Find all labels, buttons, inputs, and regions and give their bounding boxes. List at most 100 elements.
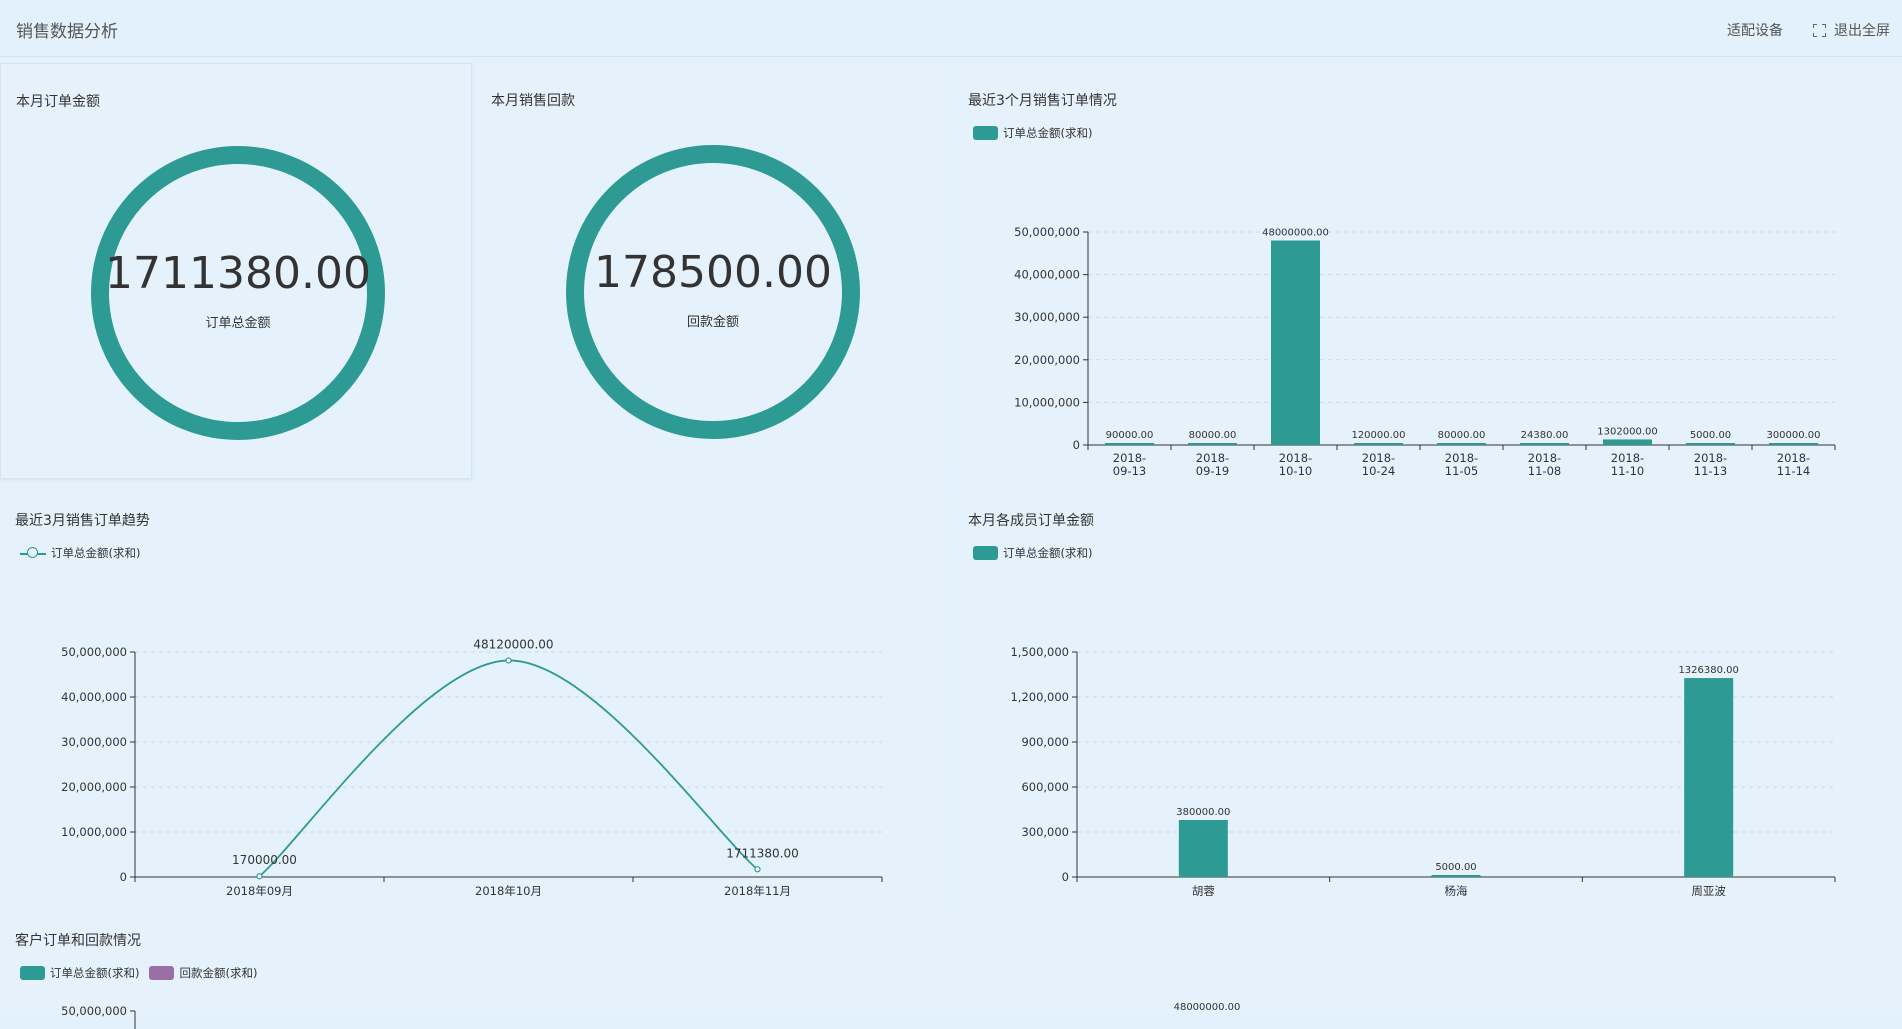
payment-title: 本月销售回款	[491, 93, 575, 109]
order-amount-ring: 1711380.00 订单总金额	[90, 145, 386, 441]
exit-fullscreen-button[interactable]: 退出全屏	[1813, 20, 1890, 40]
y-tick-label: 1,500,000	[1010, 645, 1069, 659]
y-tick-label: 40,000,000	[61, 690, 127, 704]
bar-value-label: 5000.00	[1690, 430, 1731, 441]
x-tick-label: 2018年10月	[475, 884, 542, 896]
bar	[1684, 678, 1734, 877]
orders-3m-legend[interactable]: 订单总金额(求和)	[973, 125, 1092, 141]
y-tick-label: 0	[1062, 870, 1069, 884]
bar	[1431, 875, 1481, 877]
order-ring-svg	[91, 146, 385, 440]
x-tick-label: 10-10	[1279, 464, 1312, 476]
bar-value-label: 380000.00	[1176, 807, 1230, 818]
trend-legend[interactable]: 订单总金额(求和)	[20, 545, 140, 561]
members-legend[interactable]: 订单总金额(求和)	[973, 545, 1092, 561]
x-tick-label: 2018-	[1196, 451, 1229, 465]
customers-title: 客户订单和回款情况	[15, 933, 141, 949]
y-tick-label: 40,000,000	[1014, 268, 1080, 282]
bar	[1769, 443, 1818, 445]
y-tick-label: 1,200,000	[1010, 690, 1069, 704]
trend-panel: 最近3月销售订单趋势 订单总金额(求和) 0 10,000,000 20,000,0…	[0, 483, 949, 899]
x-tick-label: 11-14	[1777, 464, 1810, 476]
x-tick-label: 2018-	[1611, 451, 1644, 465]
payment-ring: 178500.00 回款金额	[565, 144, 861, 440]
x-tick-label: 2018-	[1528, 451, 1561, 465]
fit-device-button[interactable]: 适配设备	[1727, 20, 1783, 40]
x-tick-label: 2018-	[1694, 451, 1727, 465]
x-tick-label: 11-05	[1445, 464, 1478, 476]
x-tick-label: 2018-	[1279, 451, 1312, 465]
order-amount-title: 本月订单金额	[16, 94, 100, 110]
bar-value-label: 80000.00	[1189, 430, 1237, 441]
bar-value-label: 1326380.00	[1678, 665, 1738, 676]
y-tick-label: 30,000,000	[61, 735, 127, 749]
x-tick-label: 杨海	[1445, 884, 1468, 896]
header-actions: 适配设备 退出全屏	[1727, 20, 1890, 40]
point-value-label: 1711380.00	[726, 846, 799, 860]
trend-line	[258, 659, 759, 877]
legend-swatch	[20, 966, 45, 980]
legend-item[interactable]: 订单总金额(求和)	[973, 125, 1092, 141]
customers-panel: 客户订单和回款情况 订单总金额(求和) 回款金额(求和) 50,000,000 4…	[0, 903, 1902, 1029]
y-tick-label: 30,000,000	[1014, 310, 1080, 324]
y-tick-label: 600,000	[1021, 780, 1069, 794]
x-tick-label: 2018-	[1445, 451, 1478, 465]
x-tick-label: 11-08	[1528, 464, 1561, 476]
bar-value-label: 5000.00	[1435, 862, 1476, 873]
legend-item[interactable]: 订单总金额(求和)	[973, 545, 1092, 561]
legend-swatch	[149, 966, 175, 980]
payment-panel: 本月销售回款 178500.00 回款金额	[476, 63, 948, 479]
members-chart: 0 300,000 600,000 900,000 1,200,000 1,500,000…	[1010, 645, 1836, 896]
trend-point	[505, 657, 512, 664]
customers-legend[interactable]: 订单总金额(求和) 回款金额(求和)	[20, 965, 257, 981]
y-tick-label: 50,000,000	[61, 645, 127, 659]
x-tick-label: 09-13	[1113, 464, 1146, 476]
order-amount-label: 订单总金额	[205, 316, 271, 331]
legend-label: 订单总金额(求和)	[1003, 126, 1093, 140]
payment-amount-value: 178500.00	[594, 247, 832, 298]
legend-line-swatch	[20, 546, 46, 560]
legend-label: 订单总金额(求和)	[50, 966, 140, 980]
bar-value-label: 24380.00	[1521, 430, 1569, 441]
fullscreen-icon	[1813, 23, 1826, 37]
legend-swatch	[973, 126, 998, 140]
bar-value-label: 48000000.00	[1262, 228, 1329, 239]
bar-value-label: 300000.00	[1766, 430, 1820, 441]
y-tick-label: 10,000,000	[61, 825, 127, 839]
legend-item[interactable]: 订单总金额(求和)	[20, 545, 140, 561]
trend-title: 最近3月销售订单趋势	[15, 513, 150, 529]
bar	[1437, 443, 1486, 445]
y-tick-label: 0	[120, 870, 127, 884]
bar	[1354, 443, 1403, 445]
page-header: 销售数据分析 适配设备 退出全屏	[0, 0, 1902, 57]
payment-amount-label: 回款金额	[686, 315, 739, 330]
legend-item-payments[interactable]: 回款金额(求和)	[149, 965, 257, 981]
x-tick-label: 胡蓉	[1192, 884, 1215, 896]
bar	[1603, 439, 1652, 445]
bar	[1686, 443, 1735, 445]
x-tick-label: 09-19	[1196, 464, 1229, 476]
legend-item-orders[interactable]: 订单总金额(求和)	[20, 965, 139, 981]
trend-point	[754, 866, 761, 873]
customers-chart: 50,000,000 48000000.00	[61, 1002, 1240, 1029]
y-tick-label: 20,000,000	[61, 780, 127, 794]
trend-chart: 0 10,000,000 20,000,000 30,000,000 40,000,00…	[61, 637, 883, 896]
order-amount-value: 1711380.00	[105, 248, 371, 299]
x-tick-label: 2018年09月	[226, 884, 293, 896]
bar	[1178, 820, 1228, 877]
trend-point	[256, 873, 263, 880]
y-tick-label: 300,000	[1021, 825, 1069, 839]
y-tick-label: 50,000,000	[61, 1004, 127, 1018]
x-tick-label: 11-10	[1611, 464, 1644, 476]
bar	[1105, 443, 1154, 445]
y-tick-label: 50,000,000	[1014, 225, 1080, 239]
legend-label: 回款金额(求和)	[179, 966, 258, 980]
orders-3m-chart: 0 10,000,000 20,000,000 30,000,000 40,000,00…	[1014, 225, 1836, 476]
point-value-label: 48120000.00	[473, 637, 553, 651]
page-title: 销售数据分析	[16, 22, 118, 42]
order-amount-panel: 本月订单金额 1711380.00 订单总金额	[0, 63, 472, 479]
exit-fullscreen-label: 退出全屏	[1834, 23, 1890, 39]
members-panel: 本月各成员订单金额 订单总金额(求和) 0 300,000 600,000 900,0…	[953, 483, 1902, 899]
y-tick-label: 10,000,000	[1014, 395, 1080, 409]
orders-3m-title: 最近3个月销售订单情况	[968, 93, 1117, 109]
